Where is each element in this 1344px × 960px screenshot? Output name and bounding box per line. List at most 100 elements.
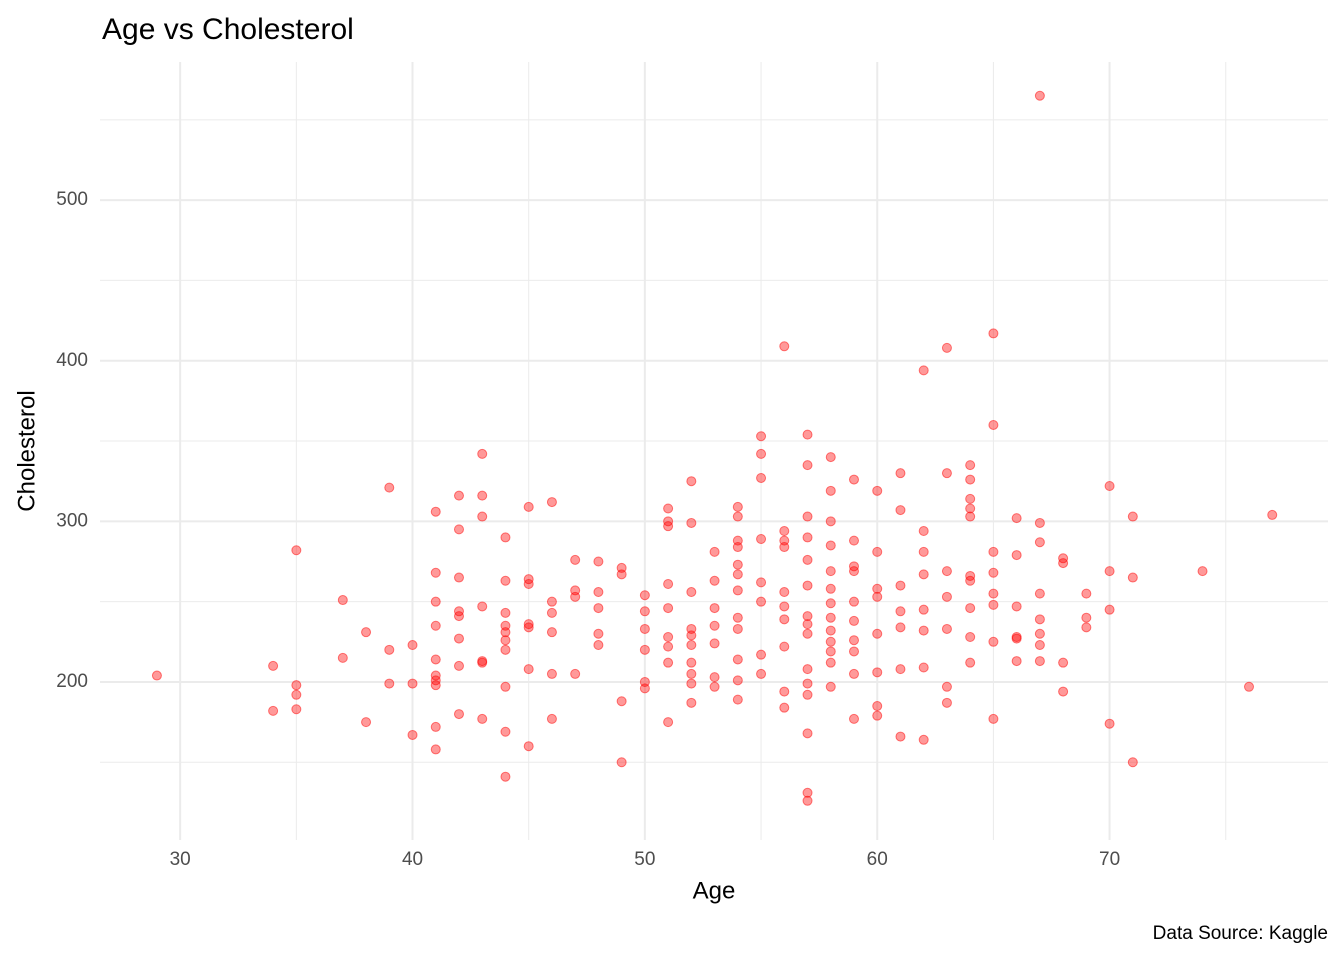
point <box>756 596 767 607</box>
point <box>802 554 813 565</box>
point <box>639 683 650 694</box>
point <box>500 681 511 692</box>
point <box>895 731 906 742</box>
point <box>965 603 976 614</box>
point <box>570 591 581 602</box>
point <box>941 623 952 634</box>
point <box>1034 537 1045 548</box>
point <box>546 607 557 618</box>
point <box>1011 656 1022 667</box>
point <box>686 678 697 689</box>
y-tick-label: 500 <box>56 189 88 210</box>
point <box>570 554 581 565</box>
point <box>361 717 372 728</box>
point <box>663 657 674 668</box>
point <box>965 575 976 586</box>
point <box>802 532 813 543</box>
point <box>546 713 557 724</box>
point <box>872 591 883 602</box>
point <box>500 726 511 737</box>
point <box>756 649 767 660</box>
y-tick-label: 300 <box>56 510 88 531</box>
point <box>895 580 906 591</box>
point <box>779 686 790 697</box>
point <box>477 511 488 522</box>
point <box>663 578 674 589</box>
point <box>407 678 418 689</box>
point <box>895 664 906 675</box>
point <box>453 633 464 644</box>
point <box>268 705 279 716</box>
x-axis-label: Age <box>693 877 736 904</box>
point <box>941 681 952 692</box>
point <box>663 503 674 514</box>
point <box>779 601 790 612</box>
point <box>988 588 999 599</box>
point <box>663 717 674 728</box>
point <box>1058 686 1069 697</box>
point <box>988 636 999 647</box>
point <box>825 583 836 594</box>
caption: Data Source: Kaggle <box>1153 923 1328 944</box>
point <box>639 644 650 655</box>
point <box>453 660 464 671</box>
point <box>453 709 464 720</box>
point <box>361 627 372 638</box>
point <box>686 697 697 708</box>
point <box>291 680 302 691</box>
point <box>1034 640 1045 651</box>
point <box>779 542 790 553</box>
point <box>779 341 790 352</box>
point <box>965 460 976 471</box>
point <box>779 614 790 625</box>
point <box>709 681 720 692</box>
point <box>825 646 836 657</box>
point <box>756 431 767 442</box>
point <box>500 771 511 782</box>
grid <box>100 62 1328 840</box>
point <box>732 542 743 553</box>
point <box>686 476 697 487</box>
point <box>291 689 302 700</box>
y-tick-label: 400 <box>56 350 88 371</box>
point <box>663 603 674 614</box>
point <box>756 577 767 588</box>
point <box>732 623 743 634</box>
point <box>477 448 488 459</box>
point <box>848 646 859 657</box>
points <box>151 90 1278 806</box>
point <box>709 603 720 614</box>
point <box>848 635 859 646</box>
x-tick-label: 60 <box>867 849 888 870</box>
point <box>941 342 952 353</box>
point <box>709 638 720 649</box>
point <box>918 625 929 636</box>
point <box>477 657 488 668</box>
point <box>430 596 441 607</box>
point <box>523 578 534 589</box>
point <box>1034 517 1045 528</box>
point <box>430 654 441 665</box>
point <box>430 744 441 755</box>
point <box>407 729 418 740</box>
point <box>872 701 883 712</box>
point <box>1267 509 1278 520</box>
point <box>779 587 790 598</box>
point <box>477 490 488 501</box>
point <box>686 668 697 679</box>
point <box>825 681 836 692</box>
point <box>825 485 836 496</box>
point <box>430 620 441 631</box>
point <box>1081 612 1092 623</box>
point <box>477 601 488 612</box>
point <box>1034 588 1045 599</box>
point <box>802 689 813 700</box>
point <box>384 482 395 493</box>
point <box>1011 513 1022 524</box>
x-tick-label: 50 <box>634 849 655 870</box>
point <box>732 569 743 580</box>
point <box>1034 628 1045 639</box>
point <box>732 559 743 570</box>
point <box>407 640 418 651</box>
point <box>430 680 441 691</box>
